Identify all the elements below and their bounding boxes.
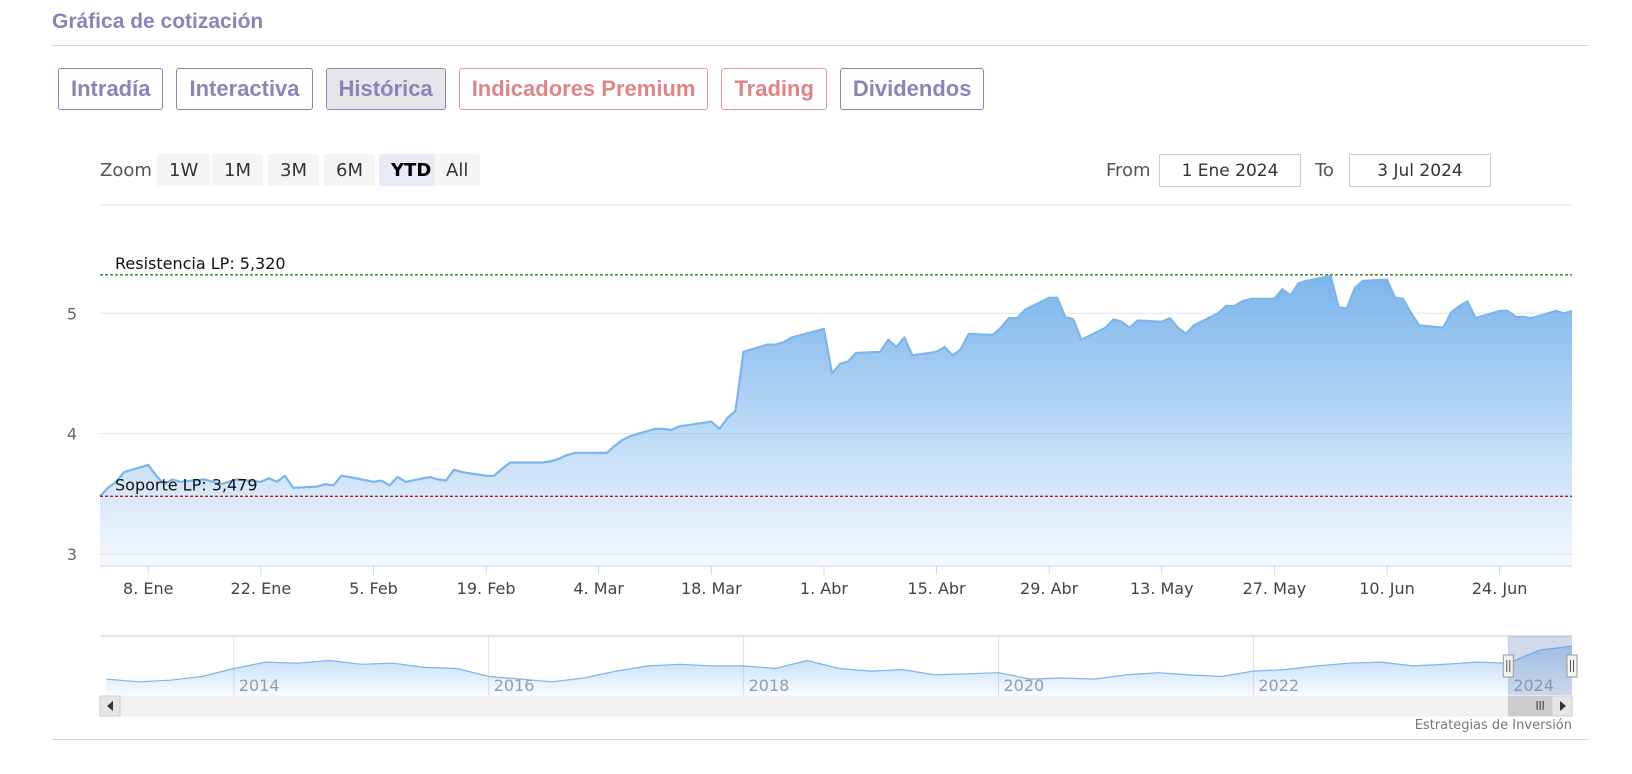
x-tick-label: 10. Jun: [1359, 579, 1415, 598]
y-tick-label: 4: [67, 425, 77, 444]
navigator-right-handle[interactable]: [1566, 654, 1578, 678]
x-tick-label: 18. Mar: [681, 579, 742, 598]
to-label: To: [1315, 160, 1334, 181]
handle-grip: [1566, 654, 1578, 678]
scroll-left-arrow-icon: [107, 701, 113, 711]
zoom-ytd-button[interactable]: YTD: [379, 154, 444, 186]
y-tick-label: 3: [67, 545, 77, 564]
x-tick-label: 29. Abr: [1020, 579, 1079, 598]
x-tick-label: 8. Ene: [123, 579, 173, 598]
x-tick-label: 19. Feb: [457, 579, 516, 598]
x-tick-label: 22. Ene: [231, 579, 292, 598]
zoom-1w-button[interactable]: 1W: [157, 154, 211, 186]
bottom-divider: [52, 739, 1589, 740]
zoom-3m-button[interactable]: 3M: [268, 154, 319, 186]
x-tick-label: 1. Abr: [800, 579, 848, 598]
tab-trading[interactable]: Trading: [721, 68, 827, 110]
price-series-line: [99, 274, 1573, 497]
tab-histórica[interactable]: Histórica: [325, 68, 446, 110]
y-tick-label: 5: [67, 304, 77, 323]
handle-grip: [1502, 654, 1514, 678]
zoom-6m-button[interactable]: 6M: [324, 154, 375, 186]
navigator-selection: [1508, 636, 1572, 695]
to-date-input[interactable]: 3 Jul 2024: [1349, 154, 1491, 187]
plot-line-label: Soporte LP: 3,479: [115, 475, 258, 494]
x-tick-label: 15. Abr: [907, 579, 966, 598]
tab-intradía[interactable]: Intradía: [58, 68, 164, 110]
tab-indicadores-premium[interactable]: Indicadores Premium: [458, 68, 709, 110]
x-tick-label: 24. Jun: [1472, 579, 1528, 598]
page-title: Gráfica de cotización: [52, 10, 264, 33]
zoom-1m-button[interactable]: 1M: [212, 154, 263, 186]
navigator-scrollbar[interactable]: [99, 695, 1573, 717]
x-tick-label: 5. Feb: [349, 579, 398, 598]
zoom-label: Zoom: [100, 160, 152, 181]
title-divider: [52, 45, 1589, 46]
navigator-area: [106, 646, 1572, 695]
plot-line-label: Resistencia LP: 5,320: [115, 254, 286, 273]
tab-interactiva[interactable]: Interactiva: [176, 68, 313, 110]
price-area-fill: [100, 276, 1572, 566]
zoom-all-button[interactable]: All: [434, 154, 481, 186]
navigator-line: [106, 645, 1573, 683]
chart-tabs: Intradía Interactiva Histórica Indicadores …: [58, 68, 985, 110]
scrollbar-track: [99, 695, 1573, 717]
from-date-input[interactable]: 1 Ene 2024: [1159, 154, 1301, 187]
x-tick-label: 13. May: [1130, 579, 1194, 598]
x-tick-label: 27. May: [1243, 579, 1307, 598]
chart-credit: Estrategias de Inversión: [1414, 718, 1572, 733]
scroll-right-arrow-icon: [1560, 701, 1566, 711]
tab-dividendos[interactable]: Dividendos: [839, 68, 985, 110]
navigator-left-handle[interactable]: [1502, 654, 1514, 678]
x-tick-label: 4. Mar: [573, 579, 624, 598]
from-label: From: [1106, 160, 1151, 181]
